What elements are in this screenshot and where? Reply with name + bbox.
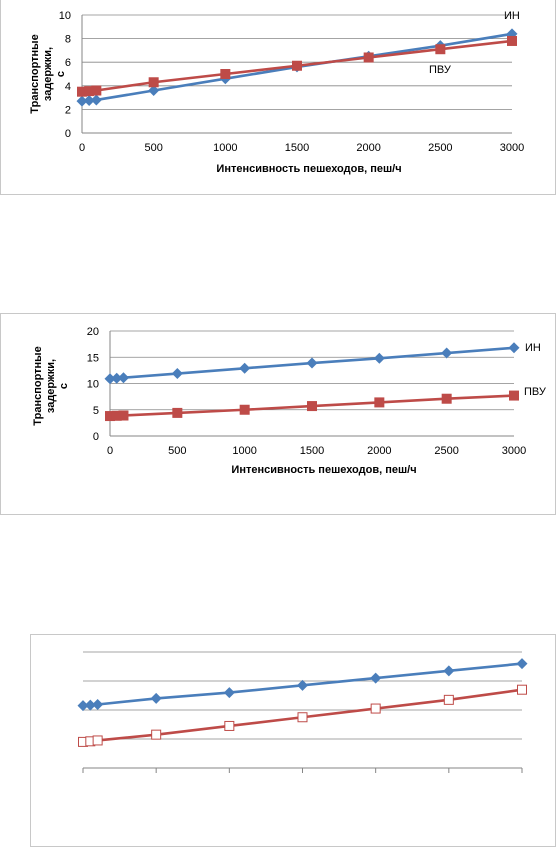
chart-2: 0 500 1000 1500 2000 2500 3000 0 5 10 15 20 Интенсив… xyxy=(0,313,556,515)
data-point xyxy=(117,372,129,384)
y-tick-label: 8 xyxy=(65,34,71,46)
data-point xyxy=(172,407,183,418)
y-tick-label: 0 xyxy=(93,431,99,443)
data-point xyxy=(306,357,318,369)
data-point xyxy=(105,411,115,422)
x-axis-title: Интенсивность пешеходов, пеш/ч xyxy=(231,464,416,476)
x-tick-label: 1500 xyxy=(285,142,309,154)
data-point xyxy=(111,372,123,384)
series-label: ПВУ xyxy=(429,64,452,76)
chart-3 xyxy=(30,634,556,847)
data-point xyxy=(150,692,162,704)
series-label: ИН xyxy=(504,10,520,22)
y-tick-label: 10 xyxy=(87,379,99,391)
data-point xyxy=(443,694,454,705)
data-point xyxy=(370,703,381,714)
data-point xyxy=(223,687,235,699)
data-point xyxy=(509,390,519,401)
data-point xyxy=(239,404,250,415)
x-tick-label: 2000 xyxy=(356,142,380,154)
data-point xyxy=(77,700,89,712)
data-point xyxy=(77,86,87,97)
data-point xyxy=(363,52,374,63)
data-point xyxy=(441,393,452,404)
data-point xyxy=(373,352,385,364)
data-point xyxy=(507,35,517,46)
data-point xyxy=(104,373,116,385)
data-point xyxy=(91,85,102,96)
data-point xyxy=(307,401,317,412)
data-point xyxy=(92,735,103,746)
x-tick-label: 1500 xyxy=(300,445,324,457)
y-tick-label: 5 xyxy=(93,405,99,417)
data-point xyxy=(118,410,129,421)
chart-3-svg xyxy=(77,651,528,773)
data-point xyxy=(441,347,453,359)
x-tick-label: 3000 xyxy=(500,142,524,154)
chart-1-svg: 0 500 1000 1500 2000 2500 3000 0 2 4 6 8 10 Интенсивн… xyxy=(29,10,524,175)
x-tick-label: 0 xyxy=(79,142,85,154)
data-point xyxy=(171,368,183,380)
data-point xyxy=(443,665,455,677)
data-point xyxy=(148,77,159,88)
y-tick-label: 15 xyxy=(87,352,99,364)
data-point xyxy=(84,86,95,97)
series-label: ИН xyxy=(525,342,541,354)
y-axis-title: Транспортныезадержки,с xyxy=(29,34,67,113)
series-label: ПВУ xyxy=(524,386,547,398)
data-point xyxy=(90,94,102,106)
data-point xyxy=(76,95,88,107)
data-point xyxy=(220,69,231,79)
x-tick-label: 500 xyxy=(168,445,186,457)
x-axis-title: Интенсивность пешеходов, пеш/ч xyxy=(216,163,401,175)
chart-1: 0 500 1000 1500 2000 2500 3000 0 2 4 6 8 10 Интенсивн… xyxy=(0,0,556,195)
y-tick-label: 4 xyxy=(65,81,71,93)
data-point xyxy=(297,679,308,691)
x-tick-label: 500 xyxy=(144,142,162,154)
y-tick-label: 6 xyxy=(65,57,71,69)
data-point xyxy=(435,44,446,55)
data-point xyxy=(516,658,528,670)
x-tick-label: 1000 xyxy=(213,142,237,154)
y-tick-label: 20 xyxy=(87,326,99,338)
data-point xyxy=(239,362,251,374)
data-point xyxy=(148,85,160,97)
x-tick-label: 3000 xyxy=(502,445,526,457)
data-point xyxy=(92,698,104,710)
data-point xyxy=(517,684,527,695)
x-tick-label: 2500 xyxy=(434,445,458,457)
data-point xyxy=(292,60,302,71)
y-tick-label: 10 xyxy=(59,10,71,22)
x-tick-label: 0 xyxy=(107,445,113,457)
y-axis-title: Транспортныезадержки,с xyxy=(32,346,70,425)
data-point xyxy=(111,410,122,421)
y-tick-label: 0 xyxy=(65,128,71,140)
data-point xyxy=(83,95,95,107)
data-point xyxy=(224,720,235,731)
data-point xyxy=(84,699,96,711)
data-point xyxy=(370,672,382,684)
data-point xyxy=(508,342,520,354)
data-point xyxy=(151,729,162,740)
y-tick-label: 2 xyxy=(65,104,71,116)
x-tick-label: 1000 xyxy=(232,445,256,457)
x-tick-label: 2000 xyxy=(367,445,391,457)
x-tick-label: 2500 xyxy=(428,142,452,154)
chart-2-svg: 0 500 1000 1500 2000 2500 3000 0 5 10 15 20 Интенсив… xyxy=(32,326,547,476)
data-point xyxy=(374,397,385,408)
data-point xyxy=(297,712,308,723)
